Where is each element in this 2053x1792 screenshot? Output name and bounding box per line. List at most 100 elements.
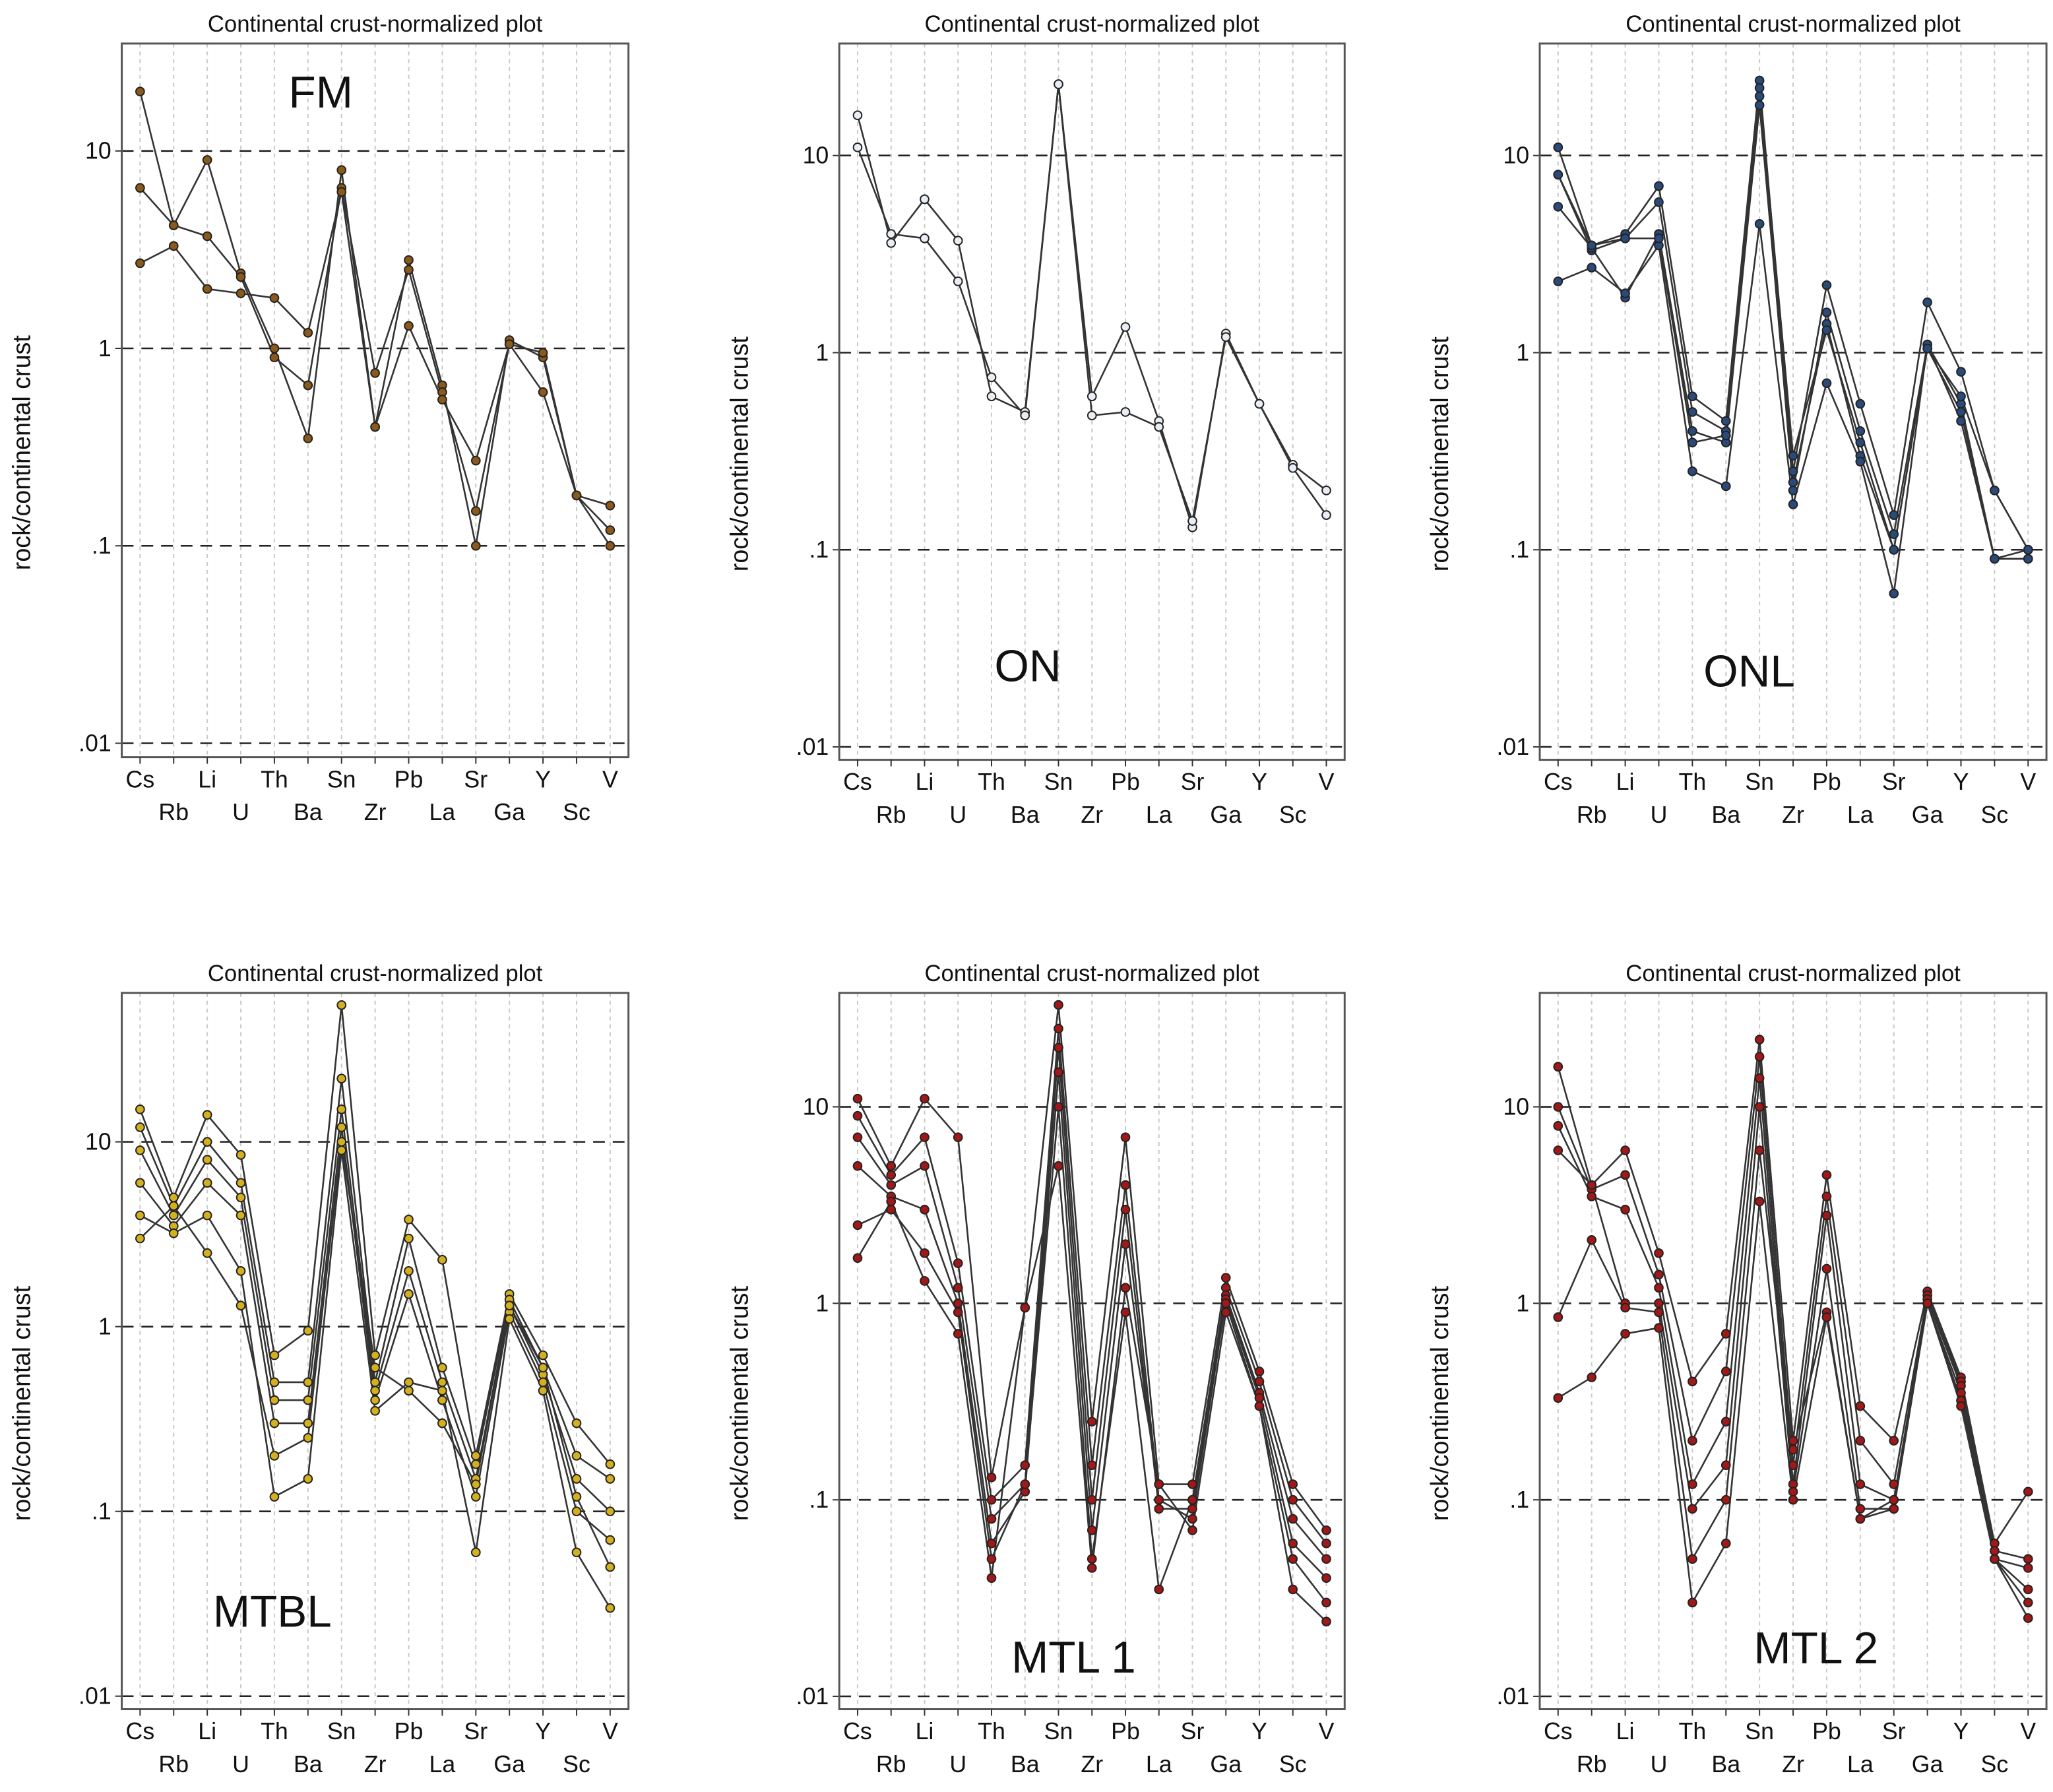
data-point xyxy=(1187,516,1197,526)
y-tick-label: 10 xyxy=(803,143,829,169)
data-point xyxy=(135,1210,145,1221)
data-point xyxy=(1855,399,1866,409)
data-point xyxy=(1821,1210,1832,1221)
data-point xyxy=(135,1145,145,1155)
y-axis-label: rock/continental crust xyxy=(1426,336,1453,572)
x-tick-label: Cs xyxy=(1544,769,1573,795)
data-point xyxy=(605,1474,616,1484)
data-point xyxy=(953,236,963,246)
y-tick-label: .01 xyxy=(79,730,111,756)
data-point xyxy=(370,1395,380,1405)
x-tick-label: Li xyxy=(1616,1718,1635,1744)
data-point xyxy=(1889,1479,1899,1489)
data-point xyxy=(571,1547,582,1558)
data-point xyxy=(852,1161,863,1171)
data-point xyxy=(1688,391,1697,402)
data-point xyxy=(336,1122,347,1132)
data-point xyxy=(886,1196,897,1207)
data-point xyxy=(1054,1102,1063,1112)
data-point xyxy=(1855,457,1866,467)
x-tick-label: La xyxy=(429,1751,456,1777)
data-point xyxy=(135,86,145,97)
x-tick-label: Pb xyxy=(1812,1718,1841,1744)
x-tick-label: Sn xyxy=(327,1718,356,1744)
panel-label: MTL 2 xyxy=(1753,1624,1878,1673)
data-point xyxy=(269,1395,280,1405)
x-tick-label: Li xyxy=(1616,769,1635,795)
x-tick-label: Ba xyxy=(294,799,323,825)
data-point xyxy=(1654,1248,1664,1258)
data-point xyxy=(168,1192,179,1203)
data-point xyxy=(1855,1401,1866,1411)
y-tick-label: 10 xyxy=(803,1093,829,1120)
data-point xyxy=(1788,1436,1798,1446)
data-point xyxy=(303,1474,313,1484)
data-point xyxy=(1855,426,1866,436)
x-tick-label: Zr xyxy=(364,799,387,825)
data-point xyxy=(2023,1487,2033,1497)
data-point xyxy=(1620,1302,1630,1313)
data-point xyxy=(202,1210,212,1221)
data-point xyxy=(236,272,246,282)
data-point xyxy=(886,1161,897,1171)
data-point xyxy=(1754,1035,1765,1044)
data-point xyxy=(236,288,246,298)
data-point xyxy=(920,1161,930,1171)
data-point xyxy=(303,433,313,443)
data-point xyxy=(1788,485,1798,496)
y-tick-label: .1 xyxy=(1509,1487,1529,1513)
x-tick-label: Y xyxy=(1953,769,1969,795)
y-axis-label: rock/continental crust xyxy=(725,1285,753,1521)
data-point xyxy=(1220,1273,1231,1283)
data-point xyxy=(504,1314,515,1324)
data-point xyxy=(437,1395,447,1405)
data-point xyxy=(1154,1584,1164,1595)
x-tick-label: Pb xyxy=(395,1718,424,1744)
y-axis-label: rock/continental crust xyxy=(1426,1285,1453,1521)
y-tick-label: .1 xyxy=(809,536,829,563)
data-point xyxy=(1553,143,1563,152)
data-point xyxy=(269,1377,280,1388)
data-point xyxy=(1587,1180,1597,1190)
data-point xyxy=(1821,1191,1832,1201)
data-point xyxy=(1288,463,1298,473)
x-tick-label: Cs xyxy=(126,766,155,792)
data-point xyxy=(1154,1504,1164,1514)
data-point xyxy=(236,1266,246,1276)
data-point xyxy=(1688,466,1697,476)
data-point xyxy=(1821,1312,1832,1322)
data-point xyxy=(1087,410,1097,421)
x-tick-label: Li xyxy=(198,766,216,792)
data-point xyxy=(404,255,414,265)
data-point xyxy=(1254,1393,1265,1403)
data-point xyxy=(269,343,280,354)
data-point xyxy=(1889,510,1899,520)
x-tick-label: Ga xyxy=(493,1751,525,1777)
data-point xyxy=(303,1418,313,1428)
x-tick-label: Ba xyxy=(1011,802,1040,828)
y-tick-label: .01 xyxy=(796,734,829,760)
data-point xyxy=(605,525,616,535)
data-point xyxy=(1754,1196,1765,1207)
data-point xyxy=(470,1479,481,1490)
data-point xyxy=(852,1110,863,1121)
data-point xyxy=(135,183,145,193)
x-tick-label: Ba xyxy=(1711,802,1740,828)
data-point xyxy=(953,1307,963,1318)
data-point xyxy=(605,1535,616,1545)
data-point xyxy=(437,1418,447,1428)
data-point xyxy=(202,155,212,165)
y-tick-label: .01 xyxy=(1496,1683,1529,1710)
x-tick-label: Ba xyxy=(294,1751,323,1777)
data-point xyxy=(370,1377,380,1388)
data-point xyxy=(269,1350,280,1360)
data-point xyxy=(852,1132,863,1143)
data-point xyxy=(404,321,414,331)
data-point xyxy=(1788,466,1798,476)
data-point xyxy=(404,1377,414,1388)
x-tick-label: Ga xyxy=(493,799,525,825)
data-point xyxy=(1054,1042,1063,1053)
x-tick-label: Ga xyxy=(1210,1751,1242,1777)
x-tick-label: Sc xyxy=(563,799,590,825)
data-point xyxy=(538,387,548,397)
